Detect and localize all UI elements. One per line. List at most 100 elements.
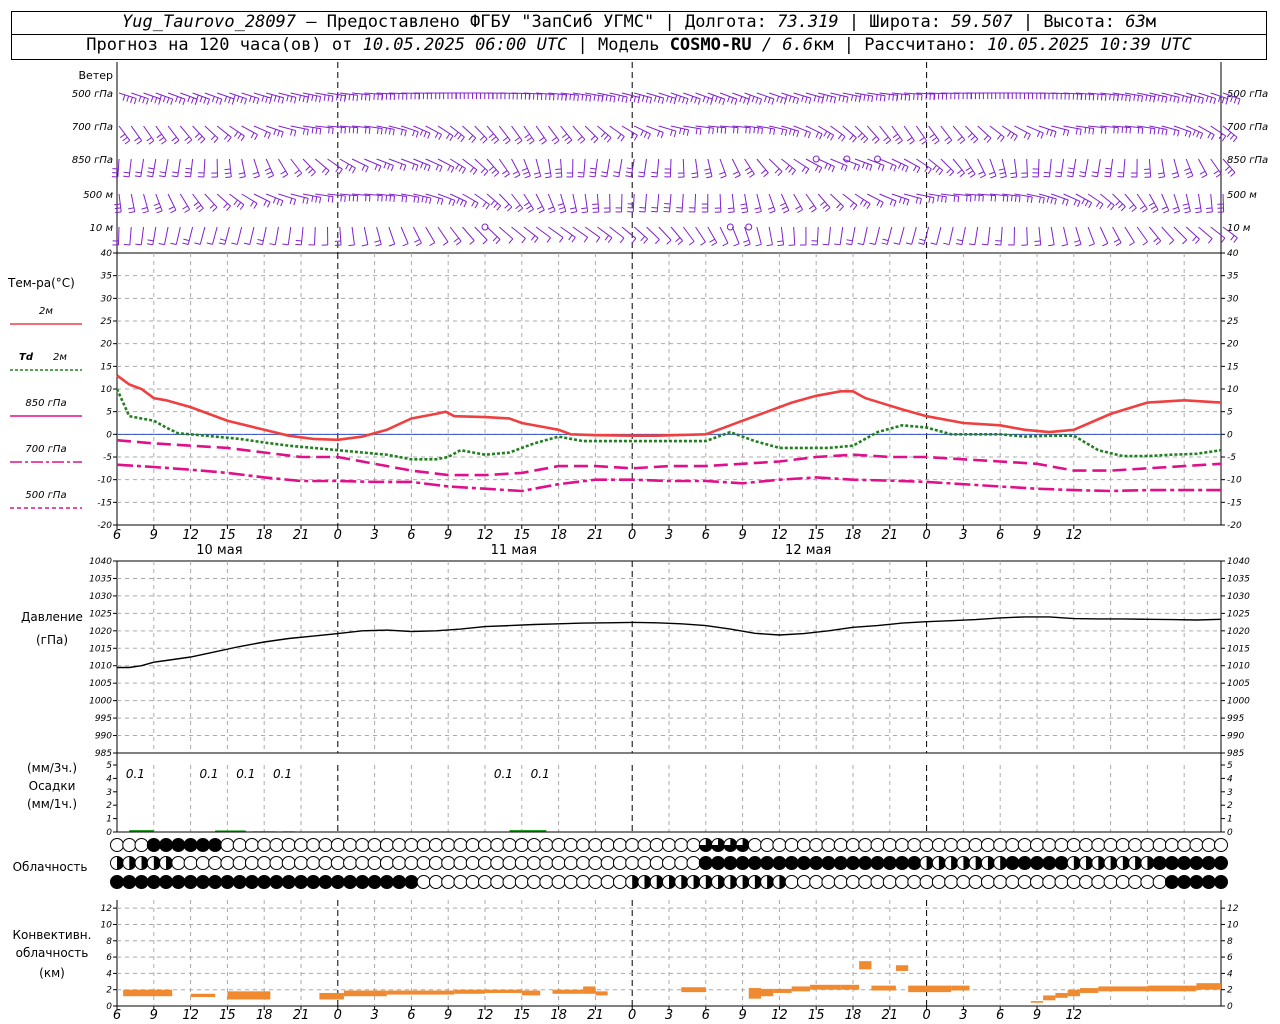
legend-t850-label: 850 гПа xyxy=(25,398,66,409)
wind-barb xyxy=(597,226,613,243)
cloud-symbols xyxy=(110,838,1228,889)
y-tick-label-left: 20 xyxy=(101,340,113,350)
wind-barb xyxy=(486,226,501,245)
wind-barb xyxy=(577,158,586,178)
wind-barb xyxy=(486,92,506,100)
cloud-symbol xyxy=(367,856,382,870)
cloud-symbol xyxy=(490,838,505,852)
cloud-symbol xyxy=(882,838,897,852)
wind-barb xyxy=(376,193,395,202)
cloud-symbol xyxy=(735,875,750,889)
wind-barb xyxy=(805,92,824,104)
wind-barb xyxy=(756,92,775,105)
wind-barb xyxy=(1038,125,1057,138)
wind-barb xyxy=(677,158,685,178)
wind-barb xyxy=(637,158,647,178)
wind-barb xyxy=(1014,125,1031,140)
wind-barb xyxy=(1091,158,1101,178)
y-tick-label-right: 0 xyxy=(1227,1002,1233,1012)
wind-barb xyxy=(278,125,297,137)
cloud-symbol xyxy=(1189,856,1204,870)
cloud-symbol xyxy=(514,838,529,852)
cloud-symbol xyxy=(453,856,468,870)
wind-barb xyxy=(621,92,640,104)
convective-bar xyxy=(859,961,872,970)
cloud-symbol xyxy=(404,875,419,889)
x-tick-label: 15 xyxy=(514,528,531,543)
wind-barb xyxy=(486,125,499,145)
cloud-symbol xyxy=(465,875,480,889)
wind-barb xyxy=(818,92,837,104)
cloud-symbol xyxy=(858,875,873,889)
wind-barb xyxy=(1198,125,1215,141)
cloud-symbol xyxy=(171,838,186,852)
cloud-symbol xyxy=(110,856,124,870)
cloud-symbol xyxy=(772,856,787,870)
wind-barb xyxy=(663,193,672,213)
x-tick-label-bottom: 18 xyxy=(550,1008,567,1023)
wind-level-label-right: 700 гПа xyxy=(1227,122,1268,133)
cloud-symbol xyxy=(846,856,860,870)
wind-barb xyxy=(646,226,660,245)
cloud-symbol xyxy=(330,875,345,889)
cloud-symbol xyxy=(404,856,419,870)
y-tick-label-left: -5 xyxy=(103,453,112,463)
wind-barb xyxy=(701,193,709,213)
wind-barb xyxy=(1117,158,1126,178)
cloud-symbol xyxy=(306,875,321,889)
wind-barb xyxy=(867,158,885,172)
convective-bar xyxy=(485,989,522,993)
cloud-symbol xyxy=(796,838,811,852)
x-tick-label: 9 xyxy=(738,528,746,543)
cloud-symbol xyxy=(269,838,284,852)
wind-barb xyxy=(965,193,984,202)
wind-barb xyxy=(1002,92,1021,100)
cloud-symbol xyxy=(662,856,676,870)
wind-barb xyxy=(1021,226,1028,246)
wind-barb xyxy=(167,125,180,145)
wind-barb xyxy=(866,125,880,144)
cloud-symbol xyxy=(1201,856,1216,870)
wind-barb xyxy=(229,92,247,105)
y-tick-label-right: -10 xyxy=(1227,476,1242,486)
x-tick-label: 9 xyxy=(444,528,452,543)
wind-barb xyxy=(955,226,966,246)
cloud-symbol xyxy=(600,856,615,870)
wind-barb xyxy=(388,92,408,100)
y-tick-label-right: -5 xyxy=(1227,453,1236,463)
cloud-symbol xyxy=(122,875,137,889)
y-tick-label-left: 1025 xyxy=(89,609,112,619)
wind-barb xyxy=(266,193,284,207)
x-tick-label: 12 xyxy=(477,528,494,543)
wind-barb xyxy=(1026,193,1045,204)
cloud-symbol xyxy=(993,856,1008,870)
convective-bar xyxy=(343,990,387,997)
wind-barb xyxy=(1161,92,1180,104)
wind-barb xyxy=(952,158,965,178)
wind-barb xyxy=(1087,226,1095,247)
wind-barb xyxy=(719,92,738,105)
cloud-symbol xyxy=(931,856,946,870)
cloud-symbol xyxy=(416,875,431,889)
cloud-symbol xyxy=(1152,856,1167,870)
y-tick-label-right: 15 xyxy=(1227,362,1239,372)
wind-barb xyxy=(238,158,246,179)
cloud-symbol xyxy=(134,856,149,870)
cloud-symbol xyxy=(1115,875,1130,889)
wind-barb xyxy=(1198,226,1213,244)
wind-barb xyxy=(1184,158,1194,179)
x-tick-label: 0 xyxy=(334,528,342,543)
wind-barb xyxy=(388,193,408,203)
wind-barb xyxy=(1161,125,1180,137)
wind-barb xyxy=(740,193,749,214)
wind-barb xyxy=(691,158,699,179)
wind-barb xyxy=(817,193,831,212)
wind-barb xyxy=(1112,226,1122,247)
wind-barb xyxy=(474,193,490,210)
wind-barb xyxy=(1087,193,1104,210)
wind-barb xyxy=(1112,125,1132,134)
wind-barb xyxy=(1021,158,1028,178)
cloud-symbol xyxy=(980,856,995,870)
wind-barb xyxy=(1066,158,1077,178)
